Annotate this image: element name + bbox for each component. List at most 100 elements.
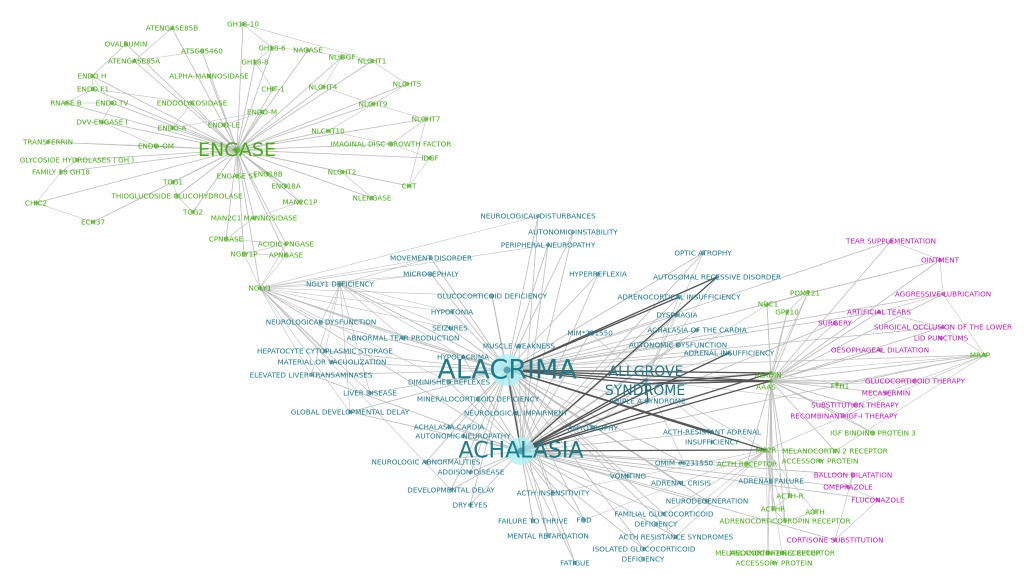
node-dot-endo_om[interactable] — [154, 144, 158, 148]
node-label-thioglu[interactable]: THIOGLUCOSIDE GLUCOHYDROLASE — [110, 192, 243, 201]
node-label-ovalbumin[interactable]: OVALBUMIN — [105, 40, 148, 49]
node-dot-mental[interactable] — [546, 534, 550, 538]
node-label-hypotonia[interactable]: HYPOTONIA — [431, 308, 473, 317]
node-label-rec_igf[interactable]: RECOMBINANT IGF-I THERAPY — [790, 412, 898, 421]
node-label-liver_disease[interactable]: LIVER DISEASE — [343, 389, 397, 398]
node-label-omim[interactable]: OMIM # 231550 — [655, 459, 714, 468]
node-label-man2c1m[interactable]: MAN2C1 MANNOSIDASE — [211, 214, 298, 223]
node-dot-transferrin[interactable] — [46, 140, 50, 144]
node-label-deficiency1[interactable]: DEFICIENCY — [635, 520, 678, 529]
node-dot-aladin[interactable] — [769, 371, 773, 375]
node-label-ngly1p[interactable]: NGLY1P — [230, 250, 258, 259]
node-label-mim[interactable]: MIM*231550 — [567, 329, 613, 338]
node-dot-engase_st[interactable] — [235, 174, 239, 178]
node-dot-adrenocort_ins[interactable] — [677, 295, 681, 299]
node-dot-omeprazole[interactable] — [846, 485, 850, 489]
node-dot-endo_f1[interactable] — [91, 87, 95, 91]
node-label-periph[interactable]: PERIPHERAL NEUROPATHY — [501, 241, 596, 250]
node-dot-movement[interactable] — [429, 256, 433, 260]
node-label-deficiency2[interactable]: DEFICIENCY — [622, 555, 665, 564]
node-label-tgg1[interactable]: TGG1 — [162, 178, 183, 187]
node-dot-neuro_dist[interactable] — [536, 214, 540, 218]
node-dot-mineralo[interactable] — [476, 397, 480, 401]
node-label-addison[interactable]: ADDISON DISEASE — [438, 468, 505, 477]
node-dot-acidic[interactable] — [284, 242, 288, 246]
node-dot-global_dev[interactable] — [348, 410, 352, 414]
node-dot-insufficiency[interactable] — [710, 440, 714, 444]
node-dot-at5g05460[interactable] — [200, 49, 204, 53]
node-dot-syndrome[interactable] — [644, 382, 648, 386]
node-label-achalasia_card[interactable]: ACHALASIA OF THE CARDIA — [647, 326, 746, 335]
node-label-accessory[interactable]: ACCESSORY PROTEIN — [782, 457, 859, 466]
node-dot-acth_insens[interactable] — [551, 491, 555, 495]
node-label-glyco_hydro[interactable]: GLYCOSIDE HYDROLASES ( GH ) — [20, 156, 135, 165]
node-label-gh18_6[interactable]: GH18-6 — [258, 44, 286, 53]
node-label-eng18b[interactable]: ENG18B — [253, 170, 283, 179]
node-dot-man2c1p[interactable] — [298, 200, 302, 204]
node-label-ngly1_def[interactable]: NGLY1 DEFICIENCY — [306, 280, 375, 289]
node-label-chit1[interactable]: CHIT-1 — [261, 85, 284, 94]
node-label-idgf[interactable]: IDGF — [421, 154, 438, 163]
node-label-vomiting[interactable]: VOMITING — [610, 472, 646, 481]
node-label-endo_a[interactable]: ENDO-A — [158, 124, 187, 133]
node-label-aaas[interactable]: AAAS — [756, 383, 776, 392]
node-dot-rnase_b[interactable] — [64, 101, 68, 105]
node-dot-nlengase[interactable] — [370, 196, 374, 200]
node-label-mrap[interactable]: MRAP — [970, 351, 991, 360]
node-label-endo_m[interactable]: ENDO-M — [247, 108, 277, 117]
node-label-balloon[interactable]: BALLOON DILATATION — [814, 471, 893, 480]
node-label-eng18a[interactable]: ENG18A — [271, 182, 301, 191]
node-dot-gh18_8[interactable] — [253, 60, 257, 64]
node-label-acth_res_syn[interactable]: ACTH RESISTANCE SYNDROMES — [619, 533, 734, 542]
node-dot-alpha_mann[interactable] — [207, 74, 211, 78]
node-dot-artificial[interactable] — [877, 310, 881, 314]
node-dot-family18[interactable] — [59, 170, 63, 174]
node-dot-deficiency2[interactable] — [641, 557, 645, 561]
node-label-apngase[interactable]: APNGASE — [269, 251, 304, 260]
node-label-hypolacrima[interactable]: HYPOLACRIMA — [437, 353, 489, 362]
node-dot-chic2[interactable] — [34, 201, 38, 205]
node-dot-addison[interactable] — [469, 470, 473, 474]
node-label-mc2_acc[interactable]: MELANOCORTIN 2 RECEPTOR — [782, 447, 888, 456]
node-label-tear_supp[interactable]: TEAR SUPPLEMENTATION — [845, 237, 936, 246]
node-dot-adrenal_ins[interactable] — [727, 351, 731, 355]
node-dot-fatigue[interactable] — [573, 561, 577, 565]
node-dot-tear_supp[interactable] — [889, 239, 893, 243]
node-dot-gluco_therapy[interactable] — [913, 379, 917, 383]
node-label-lid_punctums[interactable]: LID PUNCTUMS — [914, 334, 969, 343]
node-dot-neuro_abn[interactable] — [424, 460, 428, 464]
node-label-acth_insens[interactable]: ACTH INSENSITIVITY — [517, 489, 590, 498]
node-dot-tgg2[interactable] — [191, 210, 195, 214]
node-dot-surgical_occ[interactable] — [941, 325, 945, 329]
node-label-atengase85a[interactable]: ATENGASE85A — [108, 57, 160, 66]
node-dot-acth_r[interactable] — [788, 494, 792, 498]
node-label-aladin[interactable]: ALADIN — [754, 371, 781, 380]
node-label-amyotrophy[interactable]: AMYOTROPHY — [568, 424, 619, 433]
node-label-fluconazole[interactable]: FLUCONAZOLE — [851, 496, 905, 505]
node-label-nlengase[interactable]: NLENGASE — [353, 194, 392, 203]
node-label-autonomic_dysf[interactable]: AUTONOMIC DYSFUNCTION — [629, 341, 727, 350]
node-dot-ointment[interactable] — [938, 258, 942, 262]
node-label-material[interactable]: MATERIAL OR VACUOLIZATION — [278, 358, 387, 367]
node-dot-autosomal[interactable] — [715, 275, 719, 279]
node-label-gp210[interactable]: GP210 — [775, 308, 799, 317]
node-label-autonomic_inst[interactable]: AUTONOMIC INSTABILITY — [528, 228, 618, 237]
node-label-adrenocort_ins[interactable]: ADRENOCORTICAL INSUFFICIENCY — [618, 293, 742, 302]
node-dot-mrap[interactable] — [983, 353, 987, 357]
node-dot-seizures[interactable] — [448, 326, 452, 330]
node-label-acidic[interactable]: ACIDIC PNGASE — [258, 240, 315, 249]
node-label-microcephaly[interactable]: MICROCEPHALY — [403, 270, 459, 279]
node-dot-ngly1p[interactable] — [242, 252, 246, 256]
node-label-nlcht7[interactable]: NLCHT7 — [412, 115, 441, 124]
node-dot-nlcht2[interactable] — [340, 170, 344, 174]
node-label-rnase_b[interactable]: RNASE B — [50, 99, 82, 108]
node-dot-autonomic_dysf[interactable] — [676, 343, 680, 347]
node-label-acth_rec2[interactable]: ADRENOCORTICOTROPIN RECEPTOR — [720, 517, 851, 526]
node-dot-autonomic_inst[interactable] — [571, 230, 575, 234]
node-label-nlcht2[interactable]: NLCHT2 — [328, 168, 357, 177]
node-dot-hyperreflexia[interactable] — [596, 272, 600, 276]
node-dot-endo_le[interactable] — [222, 123, 226, 127]
node-dot-amyotrophy[interactable] — [591, 426, 595, 430]
node-label-imaginal[interactable]: IMAGINAL DISC GROWTH FACTOR — [331, 140, 452, 149]
node-label-nlcht4[interactable]: NLCHT4 — [309, 83, 338, 92]
